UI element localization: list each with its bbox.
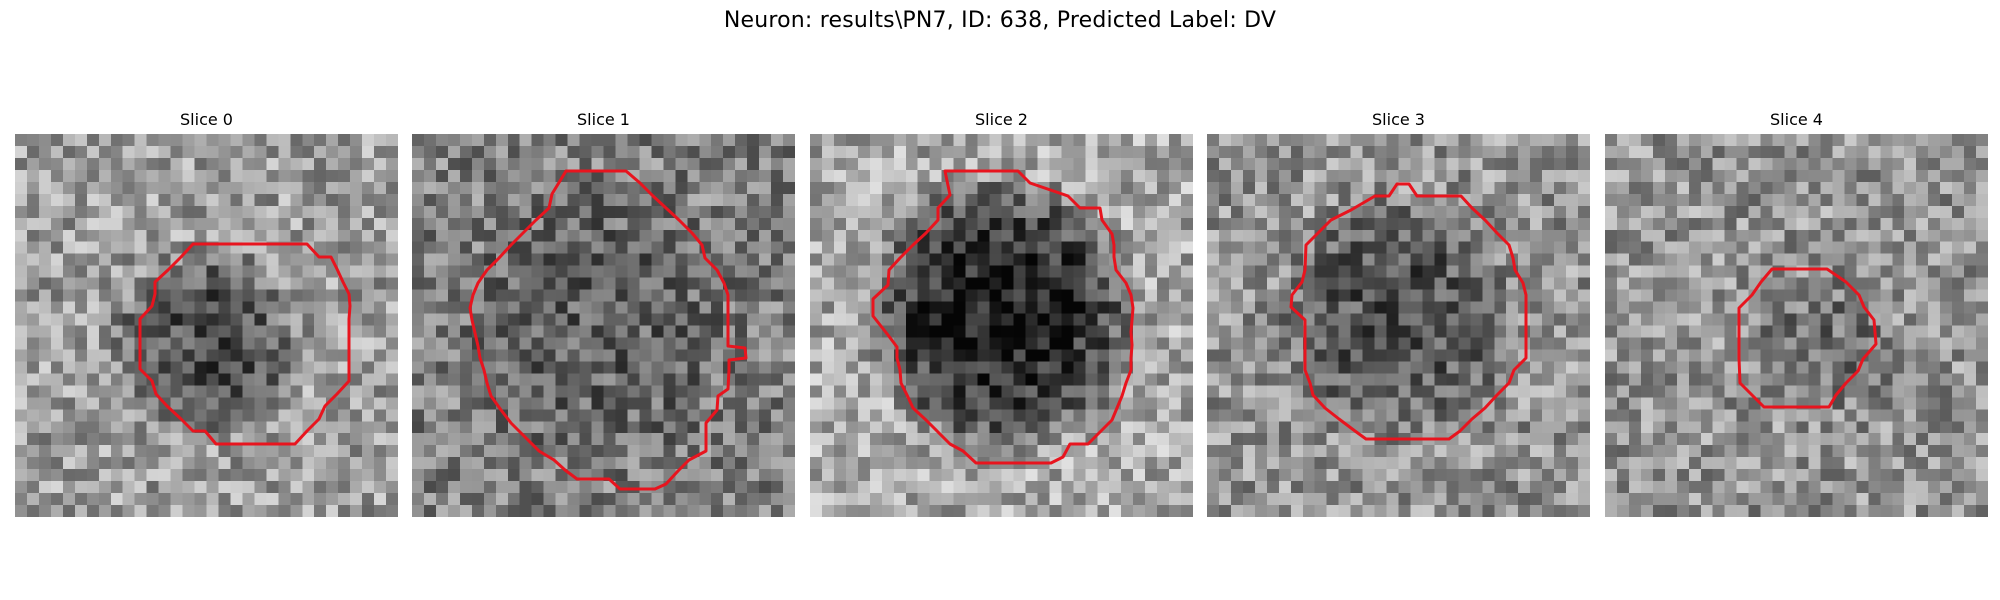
slice-image-1 — [412, 134, 795, 517]
slice-panel-2 — [810, 134, 1193, 517]
slice-title-3: Slice 3 — [1372, 110, 1425, 129]
slice-title-4: Slice 4 — [1770, 110, 1823, 129]
slice-panel-3 — [1207, 134, 1590, 517]
slice-contour-3 — [1289, 182, 1528, 441]
slice-title-1: Slice 1 — [577, 110, 630, 129]
figure-title: Neuron: results\PN7, ID: 638, Predicted … — [723, 8, 1277, 33]
slice-contour-0 — [138, 242, 352, 446]
slice-image-0 — [15, 134, 398, 517]
slice-contour-1 — [468, 169, 748, 491]
slice-contour-2 — [871, 169, 1135, 465]
slice-title-0: Slice 0 — [180, 110, 233, 129]
slice-image-4 — [1605, 134, 1988, 517]
slice-panel-1 — [412, 134, 795, 517]
slice-title-2: Slice 2 — [975, 110, 1028, 129]
slice-panel-4 — [1605, 134, 1988, 517]
slice-image-2 — [810, 134, 1193, 517]
slice-panel-0 — [15, 134, 398, 517]
slice-contour-4 — [1737, 267, 1878, 409]
